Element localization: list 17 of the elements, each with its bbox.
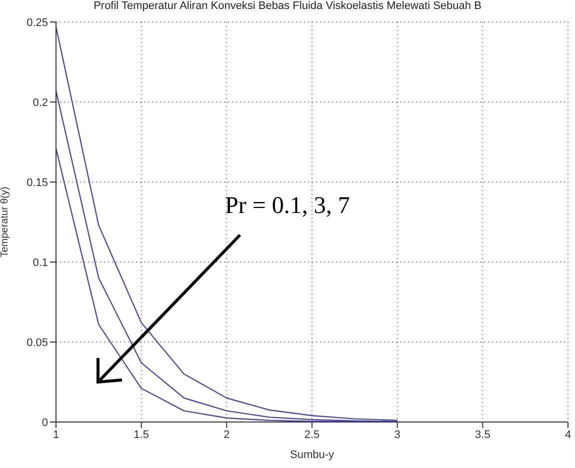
y-tick-label: 0.25 <box>26 16 48 29</box>
x-tick-label: 1 <box>52 428 60 441</box>
y-tick-label: 0.05 <box>26 336 48 349</box>
x-tick-label: 2 <box>224 428 230 441</box>
x-tick-label: 4 <box>564 428 572 441</box>
chart-title: Profil Temperatur Aliran Konveksi Bebas Fluida Viskoelastis Melewati Sebuah B <box>92 0 482 12</box>
x-axis-title: Sumbu-y <box>290 449 334 461</box>
y-tick-label: 0.1 <box>32 256 48 269</box>
x-tick-label: 3.5 <box>475 428 490 441</box>
annotation: Pr = 0.1, 3, 7 <box>225 193 350 220</box>
y-tick-label: 0 <box>42 416 48 429</box>
x-tick-label: 1.5 <box>134 428 149 441</box>
x-tick-label: 3 <box>394 428 400 441</box>
x-tick-label: 2.5 <box>304 428 320 441</box>
y-axis-title: Temperatur θ(y) <box>0 186 11 258</box>
y-tick-label: 0.15 <box>26 176 48 189</box>
y-tick-label: 0.2 <box>32 96 48 109</box>
